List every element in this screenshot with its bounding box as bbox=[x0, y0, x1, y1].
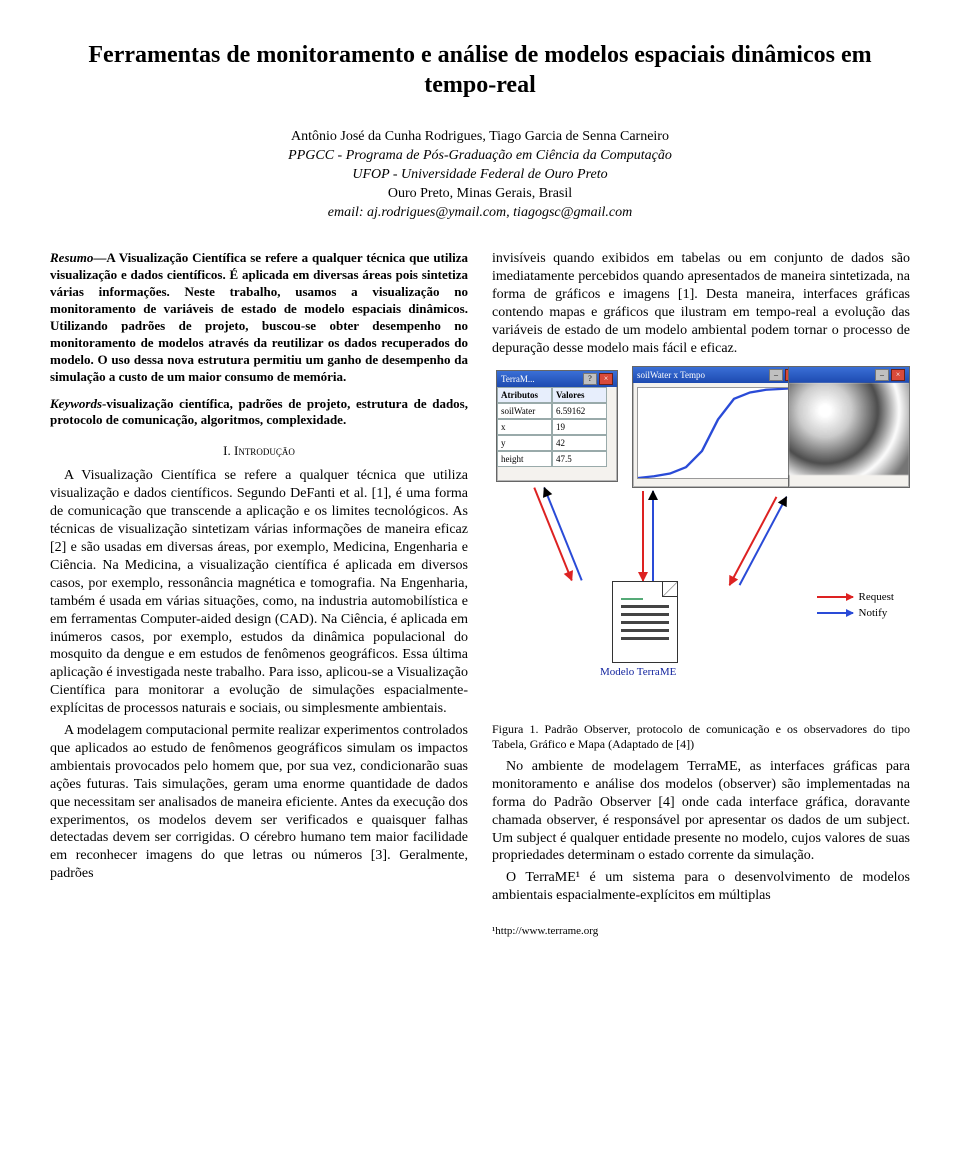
intro-paragraph-1: A Visualização Científica se refere a qu… bbox=[50, 467, 468, 718]
right-paragraph-1: invisíveis quando exibidos em tabelas ou… bbox=[492, 250, 910, 357]
legend-request: Request bbox=[859, 591, 894, 603]
table-cell: 47.5 bbox=[552, 451, 607, 467]
arrow-request-icon bbox=[729, 496, 778, 585]
arrow-notify-icon bbox=[739, 496, 788, 585]
arrow-right-icon bbox=[817, 612, 853, 614]
map-image-icon bbox=[789, 383, 909, 475]
author-affil-1: PPGCC - Programa de Pós-Graduação em Ciê… bbox=[50, 147, 910, 166]
abstract-text: —A Visualização Científica se refere a q… bbox=[50, 250, 468, 383]
arrow-notify-icon bbox=[543, 487, 582, 580]
authors-block: Antônio José da Cunha Rodrigues, Tiago G… bbox=[50, 128, 910, 222]
table-cell: x bbox=[497, 419, 552, 435]
fig1-chart-window: soilWater x Tempo–× bbox=[632, 366, 804, 488]
fig1-doc-label: Modelo TerraME bbox=[600, 666, 676, 678]
intro-paragraph-2: A modelagem computacional permite realiz… bbox=[50, 722, 468, 883]
footnote-1: ¹http://www.terrame.org bbox=[492, 925, 910, 937]
table-cell: y bbox=[497, 435, 552, 451]
fig1-legend: Request Notify bbox=[817, 591, 894, 623]
keywords: Keywords-visualização científica, padrõe… bbox=[50, 396, 468, 430]
section-heading-intro: I. Introdução bbox=[50, 443, 468, 459]
author-affil-2: UFOP - Universidade Federal de Ouro Pret… bbox=[50, 166, 910, 185]
author-emails: email: aj.rodrigues@ymail.com, tiagogsc@… bbox=[50, 204, 910, 223]
author-names: Antônio José da Cunha Rodrigues, Tiago G… bbox=[50, 128, 910, 147]
table-col-0: Atributos bbox=[497, 387, 552, 403]
author-affil-3: Ouro Preto, Minas Gerais, Brasil bbox=[50, 185, 910, 204]
table-col-1: Valores bbox=[552, 387, 607, 403]
fig1-table-title: TerraM... bbox=[501, 374, 535, 384]
paper-title: Ferramentas de monitoramento e análise d… bbox=[50, 40, 910, 100]
right-paragraph-3: O TerraME¹ é um sistema para o desenvolv… bbox=[492, 869, 910, 905]
abstract-lead: Resumo bbox=[50, 250, 93, 265]
table-cell: height bbox=[497, 451, 552, 467]
arrow-right-icon bbox=[817, 596, 853, 598]
document-icon bbox=[612, 581, 678, 663]
fig1-table-grid: Atributos Valores soilWater 6.59162 x 19… bbox=[497, 387, 617, 467]
arrow-request-icon bbox=[642, 491, 644, 581]
right-column: invisíveis quando exibidos em tabelas ou… bbox=[492, 250, 910, 937]
fig1-chart-svg bbox=[638, 388, 798, 478]
table-cell: 42 bbox=[552, 435, 607, 451]
keywords-lead: Keywords bbox=[50, 396, 102, 411]
window-buttons-icon: ?× bbox=[581, 373, 613, 385]
left-column: Resumo—A Visualização Científica se refe… bbox=[50, 250, 468, 937]
fig1-table-window: TerraM... ?× Atributos Valores soilWater… bbox=[496, 370, 618, 482]
figure-1-caption: Figura 1. Padrão Observer, protocolo de … bbox=[492, 722, 910, 752]
arrow-notify-icon bbox=[652, 491, 654, 581]
right-paragraph-2: No ambiente de modelagem TerraME, as int… bbox=[492, 758, 910, 865]
keywords-text: -visualização científica, padrões de pro… bbox=[50, 396, 468, 428]
window-buttons-icon: –× bbox=[873, 369, 905, 381]
fig1-chart-title: soilWater x Tempo bbox=[637, 370, 705, 380]
abstract: Resumo—A Visualização Científica se refe… bbox=[50, 250, 468, 385]
fig1-map-window: –× bbox=[788, 366, 910, 488]
figure-1: TerraM... ?× Atributos Valores soilWater… bbox=[492, 366, 910, 752]
legend-notify: Notify bbox=[859, 607, 888, 619]
arrow-request-icon bbox=[533, 487, 572, 580]
table-cell: soilWater bbox=[497, 403, 552, 419]
table-cell: 19 bbox=[552, 419, 607, 435]
table-cell: 6.59162 bbox=[552, 403, 607, 419]
